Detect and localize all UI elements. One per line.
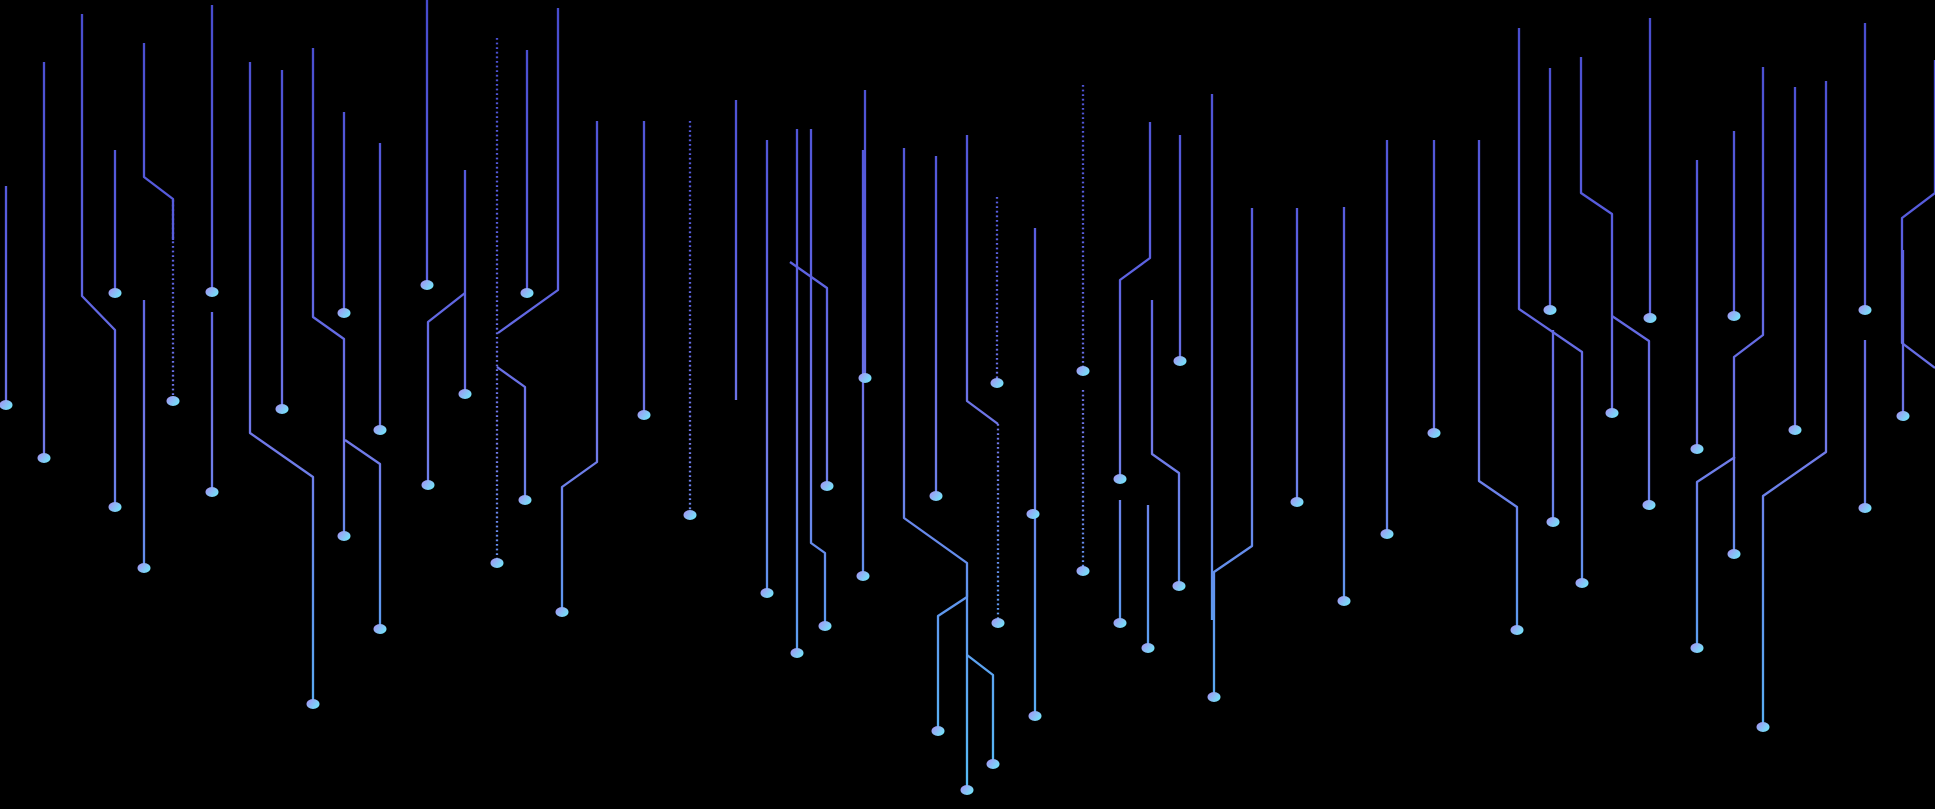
trace-endpoint-dot bbox=[1173, 356, 1187, 366]
circuit-trace bbox=[1118, 122, 1152, 479]
trace-endpoint-dot bbox=[1858, 305, 1872, 315]
circuit-trace bbox=[1732, 67, 1765, 554]
circuit-trace bbox=[80, 14, 117, 507]
trace-endpoint-dot bbox=[818, 621, 832, 631]
trace-endpoint-dot bbox=[337, 308, 351, 318]
trace-endpoint-dot bbox=[1642, 500, 1656, 510]
trace-endpoint-dot bbox=[1427, 428, 1441, 438]
trace-endpoint-dot bbox=[790, 648, 804, 658]
trace-endpoint-dot bbox=[37, 453, 51, 463]
circuit-trace bbox=[809, 129, 827, 626]
circuit-trace bbox=[902, 148, 969, 731]
trace-endpoint-dot bbox=[760, 588, 774, 598]
trace-endpoint-dot bbox=[990, 378, 1004, 388]
circuit-trace bbox=[1579, 57, 1614, 413]
trace-endpoint-dot bbox=[108, 288, 122, 298]
circuit-trace bbox=[1212, 208, 1254, 697]
trace-endpoint-dot bbox=[960, 785, 974, 795]
trace-endpoint-dot bbox=[856, 571, 870, 581]
circuit-trace bbox=[966, 654, 995, 764]
circuit-trace bbox=[1611, 315, 1651, 505]
trace-endpoint-dot bbox=[1076, 566, 1090, 576]
trace-endpoint-dot bbox=[1546, 517, 1560, 527]
trace-endpoint-dot bbox=[518, 495, 532, 505]
trace-endpoint-dot bbox=[1858, 503, 1872, 513]
trace-endpoint-dot bbox=[1605, 408, 1619, 418]
circuit-trace bbox=[1900, 60, 1935, 369]
circuit-trace bbox=[789, 261, 829, 486]
trace-endpoint-dot bbox=[1113, 618, 1127, 628]
circuit-trace bbox=[560, 121, 599, 612]
circuit-trace bbox=[248, 62, 315, 704]
trace-endpoint-dot bbox=[1690, 643, 1704, 653]
trace-endpoint-dot bbox=[1380, 529, 1394, 539]
trace-endpoint-dot bbox=[337, 531, 351, 541]
trace-endpoint-dot bbox=[1690, 444, 1704, 454]
trace-endpoint-dot bbox=[1026, 509, 1040, 519]
trace-endpoint-dot bbox=[991, 618, 1005, 628]
circuit-trace bbox=[1695, 456, 1736, 648]
trace-endpoint-dot bbox=[1141, 643, 1155, 653]
trace-endpoint-dot bbox=[637, 410, 651, 420]
trace-endpoint-dot bbox=[420, 280, 434, 290]
trace-endpoint-dot bbox=[1028, 711, 1042, 721]
trace-endpoint-dot bbox=[555, 607, 569, 617]
trace-endpoint-dot bbox=[1172, 581, 1186, 591]
trace-endpoint-dot bbox=[458, 389, 472, 399]
trace-endpoint-dot bbox=[1290, 497, 1304, 507]
circuit-trace bbox=[1477, 140, 1519, 630]
circuit-trace bbox=[1761, 81, 1828, 727]
circuit-trace bbox=[311, 48, 346, 536]
trace-endpoint-dot bbox=[1788, 425, 1802, 435]
trace-endpoint-dot bbox=[683, 510, 697, 520]
circuit-trace bbox=[426, 292, 466, 485]
trace-endpoint-dot bbox=[205, 287, 219, 297]
trace-endpoint-dot bbox=[1076, 366, 1090, 376]
circuit-trace bbox=[965, 135, 999, 425]
trace-endpoint-dot bbox=[490, 558, 504, 568]
trace-endpoint-dot bbox=[108, 502, 122, 512]
circuit-trace bbox=[497, 8, 560, 334]
trace-endpoint-dot bbox=[275, 404, 289, 414]
trace-endpoint-dot bbox=[858, 373, 872, 383]
trace-endpoint-dot bbox=[1727, 549, 1741, 559]
trace-endpoint-dot bbox=[373, 425, 387, 435]
trace-endpoint-dot bbox=[1727, 311, 1741, 321]
trace-endpoint-dot bbox=[1896, 411, 1910, 421]
trace-endpoint-dot bbox=[1510, 625, 1524, 635]
trace-endpoint-dot bbox=[820, 481, 834, 491]
circuit-trace bbox=[1517, 28, 1584, 583]
trace-endpoint-dot bbox=[1643, 313, 1657, 323]
trace-endpoint-dot bbox=[166, 396, 180, 406]
trace-endpoint-dot bbox=[929, 491, 943, 501]
trace-endpoint-dot bbox=[520, 288, 534, 298]
trace-endpoint-dot bbox=[931, 726, 945, 736]
circuit-trace bbox=[1150, 300, 1181, 586]
trace-endpoint-dot bbox=[1113, 474, 1127, 484]
trace-endpoint-dot bbox=[137, 563, 151, 573]
trace-endpoint-dot bbox=[986, 759, 1000, 769]
trace-endpoint-dot bbox=[373, 624, 387, 634]
trace-endpoint-dot bbox=[1575, 578, 1589, 588]
trace-endpoint-dot bbox=[306, 699, 320, 709]
trace-endpoint-dot bbox=[1337, 596, 1351, 606]
trace-endpoint-dot bbox=[1756, 722, 1770, 732]
trace-endpoint-dot bbox=[0, 400, 13, 410]
circuit-trace bbox=[496, 366, 527, 500]
circuit-trace bbox=[142, 43, 175, 240]
trace-endpoint-dot bbox=[1543, 305, 1557, 315]
trace-endpoint-dot bbox=[205, 487, 219, 497]
trace-endpoint-dot bbox=[421, 480, 435, 490]
trace-endpoint-dot bbox=[1207, 692, 1221, 702]
circuit-trace bbox=[344, 439, 382, 629]
